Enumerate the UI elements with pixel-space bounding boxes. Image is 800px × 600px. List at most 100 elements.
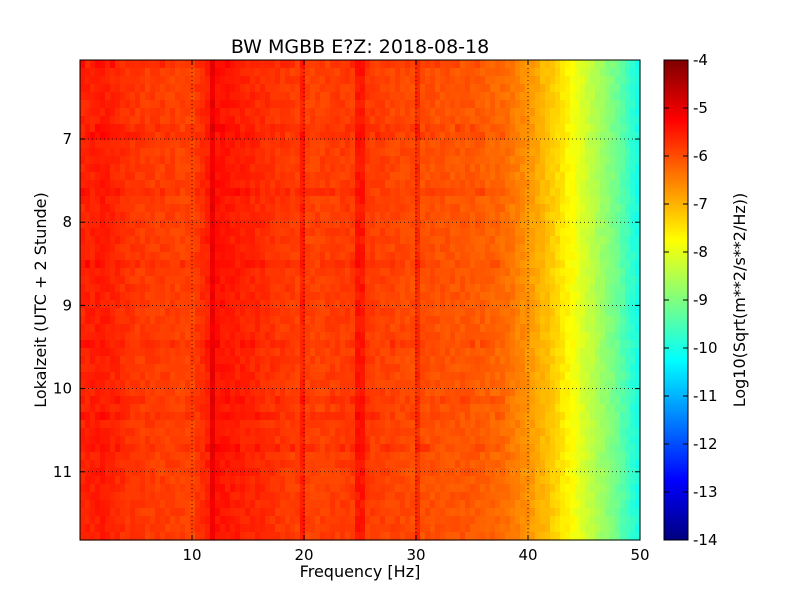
heatmap-cell: [185, 148, 191, 157]
heatmap-cell: [540, 284, 546, 293]
heatmap-cell: [615, 148, 621, 157]
heatmap-cell: [545, 212, 551, 221]
heatmap-cell: [340, 276, 346, 285]
heatmap-cell: [215, 148, 221, 157]
heatmap-cell: [325, 100, 331, 109]
heatmap-cell: [415, 404, 421, 413]
heatmap-cell: [315, 164, 321, 173]
heatmap-cell: [635, 252, 641, 261]
heatmap-cell: [570, 76, 576, 85]
heatmap-cell: [160, 92, 166, 101]
heatmap-cell: [310, 220, 316, 229]
heatmap-cell: [510, 156, 516, 165]
heatmap-cell: [205, 164, 211, 173]
heatmap-cell: [225, 268, 231, 277]
heatmap-cell: [250, 348, 256, 357]
heatmap-cell: [590, 124, 596, 133]
heatmap-cell: [505, 340, 511, 349]
heatmap-cell: [435, 116, 441, 125]
heatmap-cell: [470, 404, 476, 413]
heatmap-cell: [245, 324, 251, 333]
heatmap-cell: [350, 156, 356, 165]
heatmap-cell: [395, 364, 401, 373]
heatmap-cell: [80, 132, 86, 141]
heatmap-cell: [530, 372, 536, 381]
heatmap-cell: [520, 100, 526, 109]
heatmap-cell: [210, 180, 216, 189]
heatmap-cell: [565, 156, 571, 165]
heatmap-cell: [485, 228, 491, 237]
heatmap-cell: [550, 300, 556, 309]
heatmap-cell: [325, 308, 331, 317]
heatmap-cell: [310, 236, 316, 245]
heatmap-cell: [170, 180, 176, 189]
heatmap-cell: [510, 180, 516, 189]
heatmap-cell: [435, 380, 441, 389]
heatmap-cell: [275, 124, 281, 133]
heatmap-cell: [435, 372, 441, 381]
heatmap-cell: [215, 396, 221, 405]
heatmap-cell: [500, 116, 506, 125]
heatmap-cell: [410, 196, 416, 205]
heatmap-cell: [265, 100, 271, 109]
heatmap-cell: [540, 348, 546, 357]
heatmap-cell: [490, 372, 496, 381]
heatmap-cell: [610, 372, 616, 381]
heatmap-cell: [380, 308, 386, 317]
heatmap-cell: [375, 316, 381, 325]
heatmap-cell: [410, 228, 416, 237]
heatmap-cell: [80, 396, 86, 405]
heatmap-cell: [470, 356, 476, 365]
heatmap-cell: [480, 116, 486, 125]
heatmap-cell: [145, 212, 151, 221]
heatmap-cell: [315, 364, 321, 373]
heatmap-cell: [365, 124, 371, 133]
heatmap-cell: [560, 148, 566, 157]
heatmap-cell: [470, 364, 476, 373]
heatmap-cell: [435, 348, 441, 357]
heatmap-cell: [175, 204, 181, 213]
heatmap-cell: [100, 116, 106, 125]
heatmap-cell: [245, 252, 251, 261]
heatmap-cell: [630, 76, 636, 85]
heatmap-cell: [380, 260, 386, 269]
heatmap-cell: [210, 388, 216, 397]
heatmap-cell: [400, 276, 406, 285]
heatmap-cell: [395, 100, 401, 109]
heatmap-cell: [445, 100, 451, 109]
heatmap-cell: [155, 220, 161, 229]
heatmap-cell: [305, 92, 311, 101]
heatmap-cell: [495, 108, 501, 117]
heatmap-cell: [430, 132, 436, 141]
heatmap-cell: [485, 236, 491, 245]
heatmap-cell: [125, 268, 131, 277]
heatmap-cell: [225, 188, 231, 197]
heatmap-cell: [370, 68, 376, 77]
heatmap-cell: [145, 140, 151, 149]
heatmap-cell: [380, 108, 386, 117]
heatmap-cell: [615, 84, 621, 93]
heatmap-cell: [260, 404, 266, 413]
heatmap-cell: [95, 220, 101, 229]
heatmap-cell: [375, 84, 381, 93]
heatmap-cell: [390, 372, 396, 381]
heatmap-cell: [100, 300, 106, 309]
heatmap-cell: [160, 188, 166, 197]
heatmap-cell: [150, 260, 156, 269]
heatmap-cell: [90, 180, 96, 189]
heatmap-cell: [260, 204, 266, 213]
heatmap-cell: [620, 156, 626, 165]
heatmap-cell: [205, 68, 211, 77]
heatmap-cell: [135, 108, 141, 117]
heatmap-cell: [155, 76, 161, 85]
heatmap-cell: [320, 292, 326, 301]
heatmap-cell: [375, 372, 381, 381]
heatmap-cell: [155, 396, 161, 405]
heatmap-cell: [205, 148, 211, 157]
heatmap-cell: [585, 284, 591, 293]
heatmap-cell: [175, 340, 181, 349]
heatmap-cell: [295, 76, 301, 85]
heatmap-cell: [490, 276, 496, 285]
heatmap-cell: [485, 380, 491, 389]
heatmap-cell: [510, 228, 516, 237]
